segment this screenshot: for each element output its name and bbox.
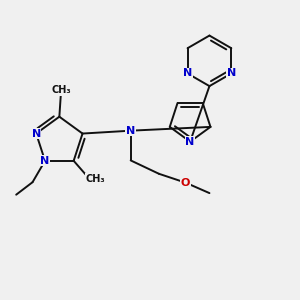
Text: N: N [40, 156, 50, 166]
Text: N: N [227, 68, 236, 79]
Text: N: N [183, 68, 192, 79]
Text: N: N [126, 126, 135, 136]
Text: CH₃: CH₃ [51, 85, 70, 95]
Text: N: N [32, 129, 41, 139]
Text: N: N [185, 137, 195, 147]
Text: CH₃: CH₃ [85, 174, 105, 184]
Text: O: O [181, 178, 190, 188]
